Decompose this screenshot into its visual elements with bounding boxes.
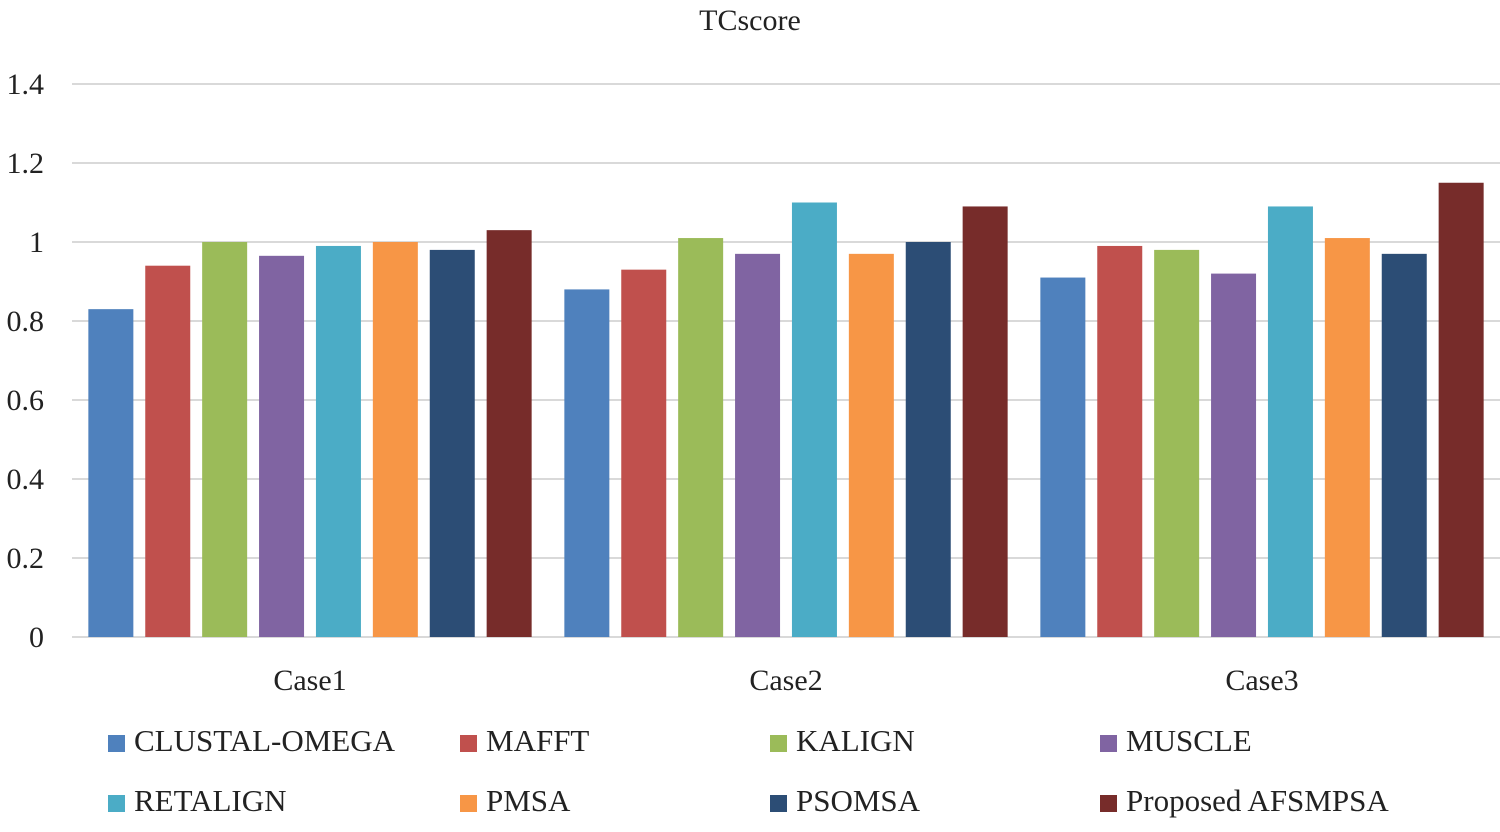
legend-item-pmsa: PMSA — [460, 783, 571, 818]
legend-swatch — [1100, 735, 1117, 752]
legend-swatch — [460, 735, 477, 752]
x-category-label: Case2 — [749, 664, 822, 697]
legend-item-muscle: MUSCLE — [1100, 723, 1252, 758]
bar-psomsa-case1 — [429, 249, 475, 637]
legend-label: PMSA — [486, 783, 571, 818]
x-axis-category-labels: Case1 Case2 Case3 — [273, 664, 1298, 697]
y-tick-label: 0.6 — [7, 384, 45, 417]
bar-mafft-case1 — [145, 265, 191, 637]
legend-swatch — [108, 795, 125, 812]
gridlines — [72, 83, 1500, 638]
legend-item-kalign: KALIGN — [770, 723, 915, 758]
legend-item-retalign: RETALIGN — [108, 783, 287, 818]
legend-label: Proposed AFSMPSA — [1126, 783, 1389, 818]
legend-label: PSOMSA — [796, 783, 921, 818]
bar-proposed-afsmpsa-case2 — [962, 206, 1008, 637]
legend: CLUSTAL-OMEGA MAFFT KALIGN MUSCLE RETALIGN PM… — [108, 723, 1389, 818]
bar-muscle-case3 — [1211, 273, 1257, 637]
legend-label: MAFFT — [486, 723, 589, 758]
bar-pmsa-case1 — [372, 242, 418, 637]
x-category-label: Case1 — [273, 664, 346, 697]
legend-label: MUSCLE — [1126, 723, 1252, 758]
y-tick-label: 0.2 — [7, 542, 45, 575]
legend-swatch — [460, 795, 477, 812]
bar-kalign-case2 — [678, 238, 724, 638]
legend-label: CLUSTAL-OMEGA — [134, 723, 396, 758]
bar-muscle-case1 — [259, 255, 305, 637]
y-tick-label: 1.2 — [7, 147, 45, 180]
bar-pmsa-case3 — [1324, 238, 1370, 638]
bar-retalign-case3 — [1267, 206, 1313, 637]
y-tick-label: 1 — [29, 226, 44, 259]
y-tick-label: 0.4 — [7, 463, 45, 496]
bar-psomsa-case3 — [1381, 253, 1427, 637]
legend-swatch — [770, 795, 787, 812]
bar-retalign-case1 — [315, 245, 361, 637]
chart-title: TCscore — [699, 4, 801, 37]
legend-item-clustal-omega: CLUSTAL-OMEGA — [108, 723, 396, 758]
bar-clustal-omega-case3 — [1040, 277, 1086, 637]
legend-label: KALIGN — [796, 723, 915, 758]
y-tick-label: 1.4 — [7, 68, 45, 101]
legend-swatch — [1100, 795, 1117, 812]
y-tick-label: 0 — [29, 621, 44, 654]
bar-mafft-case2 — [621, 269, 667, 637]
bar-mafft-case3 — [1097, 245, 1143, 637]
x-category-label: Case3 — [1225, 664, 1298, 697]
legend-item-psomsa: PSOMSA — [770, 783, 921, 818]
y-tick-label: 0.8 — [7, 305, 45, 338]
bar-kalign-case3 — [1154, 249, 1200, 637]
bar-retalign-case2 — [791, 202, 837, 637]
bar-proposed-afsmpsa-case3 — [1438, 182, 1484, 637]
bar-pmsa-case2 — [848, 253, 894, 637]
bars — [88, 182, 1484, 638]
bar-clustal-omega-case2 — [564, 289, 610, 637]
bar-clustal-omega-case1 — [88, 309, 134, 637]
legend-label: RETALIGN — [134, 783, 287, 818]
legend-item-proposed-afsmpsa: Proposed AFSMPSA — [1100, 783, 1389, 818]
bar-kalign-case1 — [202, 242, 248, 637]
legend-swatch — [108, 735, 125, 752]
bar-muscle-case2 — [735, 253, 781, 637]
legend-swatch — [770, 735, 787, 752]
bar-psomsa-case2 — [905, 242, 951, 637]
bar-proposed-afsmpsa-case1 — [486, 230, 532, 637]
legend-item-mafft: MAFFT — [460, 723, 589, 758]
y-axis-tick-labels: 0 0.2 0.4 0.6 0.8 1 1.2 1.4 — [7, 68, 45, 654]
